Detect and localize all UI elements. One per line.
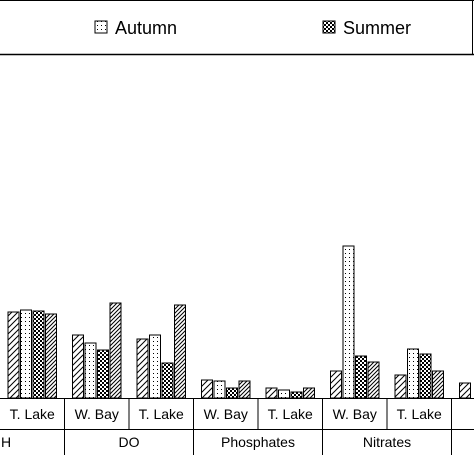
bar-cat7-s0	[459, 382, 471, 399]
group-label: Nitrates	[363, 434, 411, 450]
bar-cat5-s2	[355, 355, 367, 399]
bar-cat3-s0	[201, 379, 213, 399]
group-label: DO	[119, 434, 140, 450]
bar-cat5-s0	[330, 370, 342, 399]
bar-cat3-s3	[238, 380, 251, 399]
bars	[7, 245, 471, 399]
bar-cat6-s3	[432, 370, 444, 399]
category-label: W. Bay	[333, 406, 377, 422]
category-label: T. Lake	[10, 406, 55, 422]
legend-swatch-summer	[322, 20, 336, 34]
bar-cat5-s1	[342, 245, 355, 399]
bar-cat4-s1	[278, 389, 290, 399]
bar-cat1-s2	[97, 349, 109, 399]
bar-cat1-s1	[84, 342, 97, 399]
bar-cat3-s1	[213, 380, 226, 399]
bar-cat5-s3	[367, 361, 380, 399]
bar-cat1-s0	[72, 334, 84, 399]
bar-cat2-s3	[174, 304, 186, 399]
bar-cat1-s3	[109, 302, 122, 399]
bar-cat2-s2	[161, 362, 174, 399]
bar-cat4-s2	[290, 391, 303, 399]
bar-cat6-s1	[407, 348, 419, 399]
bar-cat3-s2	[226, 387, 238, 399]
bar-cat4-s0	[265, 387, 278, 399]
bar-cat0-s2	[32, 310, 45, 399]
bar-cat0-s1	[20, 309, 32, 399]
bar-cat4-s3	[303, 387, 315, 399]
category-label: W. Bay	[204, 406, 248, 422]
group-labels: H DO Phosphates Nitrates	[1, 430, 452, 455]
legend-swatch-autumn	[94, 20, 108, 34]
legend-label-summer: Summer	[343, 18, 411, 38]
group-label: H	[1, 434, 11, 450]
category-label: T. Lake	[268, 406, 313, 422]
bar-cat2-s1	[149, 334, 161, 399]
bar-cat6-s2	[419, 353, 432, 399]
legend-label-autumn: Autumn	[115, 18, 177, 38]
category-labels: T. Lake W. Bay T. Lake W. Bay T. Lake W. Bay T…	[10, 406, 442, 422]
x-axis-ticks	[64, 398, 452, 430]
category-label: T. Lake	[139, 406, 184, 422]
bar-cat2-s0	[136, 338, 149, 399]
group-label: Phosphates	[221, 434, 295, 450]
bar-cat0-s0	[7, 311, 20, 399]
bar-cat0-s3	[45, 313, 57, 399]
bar-cat6-s0	[394, 374, 407, 399]
legend: Autumn Summer	[94, 18, 411, 38]
category-label: W. Bay	[75, 406, 119, 422]
category-label: T. Lake	[397, 406, 442, 422]
